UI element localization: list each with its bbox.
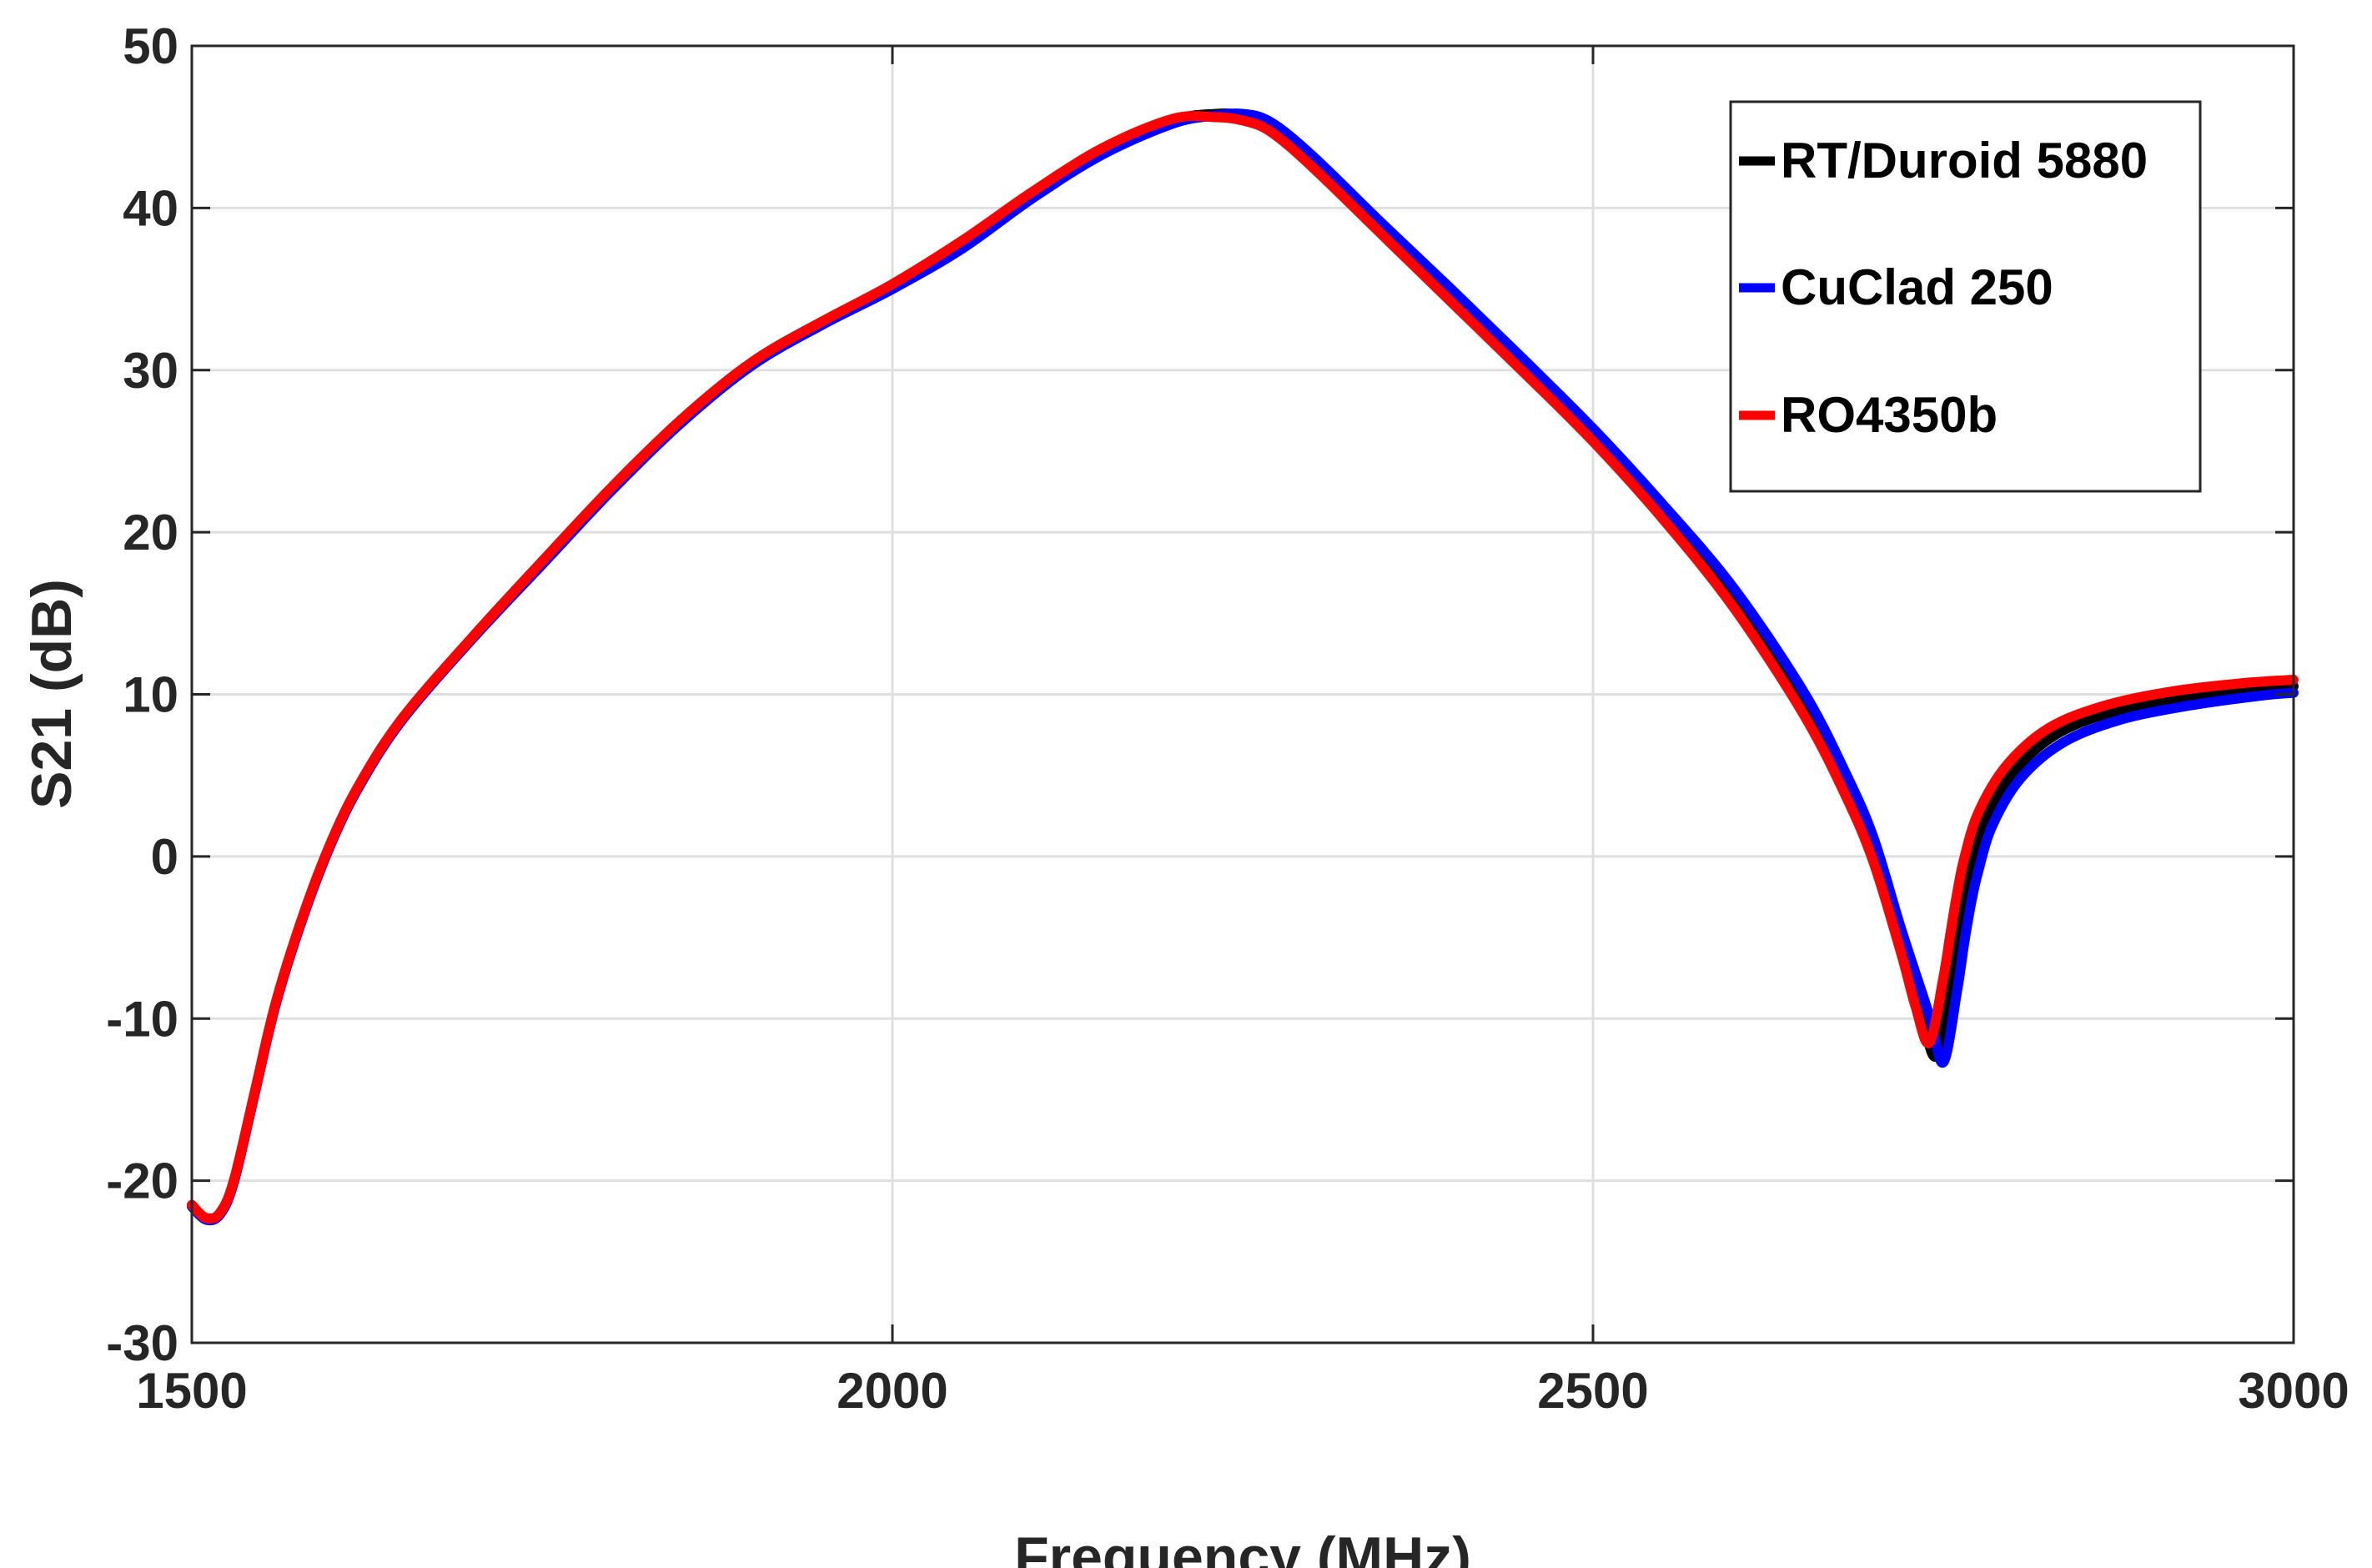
y-tick-label: 0 xyxy=(151,829,178,885)
x-tick-labels: 1500 2000 2500 3000 xyxy=(136,1363,2349,1419)
legend-label-rt-duroid-5880: RT/Duroid 5880 xyxy=(1781,133,2148,188)
legend-entries: RT/Duroid 5880 CuClad 250 RO4350b xyxy=(1739,133,2148,443)
y-tick-label: -10 xyxy=(106,991,178,1047)
legend-label-cuclad-250: CuClad 250 xyxy=(1781,259,2053,315)
y-tick-labels: 50 40 30 20 10 0 -10 -20 -30 xyxy=(106,18,178,1371)
tick-marks xyxy=(190,44,2295,1344)
legend-label-ro4350b: RO4350b xyxy=(1781,387,1998,443)
y-tick-label: 40 xyxy=(123,180,178,236)
series-lines xyxy=(187,108,2299,1226)
legend-box xyxy=(1729,100,2202,493)
x-tick-label: 2500 xyxy=(1537,1363,1648,1419)
x-tick-label: 3000 xyxy=(2238,1363,2349,1419)
x-tick-label: 1500 xyxy=(136,1363,247,1419)
y-tick-label: 30 xyxy=(123,343,178,399)
y-tick-label: -30 xyxy=(106,1315,178,1371)
y-tick-label: -20 xyxy=(106,1153,178,1209)
series-line-ro4350b xyxy=(187,111,2299,1224)
legend: RT/Duroid 5880 CuClad 250 RO4350b xyxy=(1729,100,2202,493)
y-tick-label: 20 xyxy=(123,505,178,560)
y-tick-label: 50 xyxy=(123,18,178,74)
x-tick-label: 2000 xyxy=(837,1363,947,1419)
x-axis-label: Frequency (MHz) xyxy=(1014,1525,1471,1568)
y-axis-label: S21 (dB) xyxy=(20,579,83,809)
y-tick-label: 10 xyxy=(123,667,178,723)
